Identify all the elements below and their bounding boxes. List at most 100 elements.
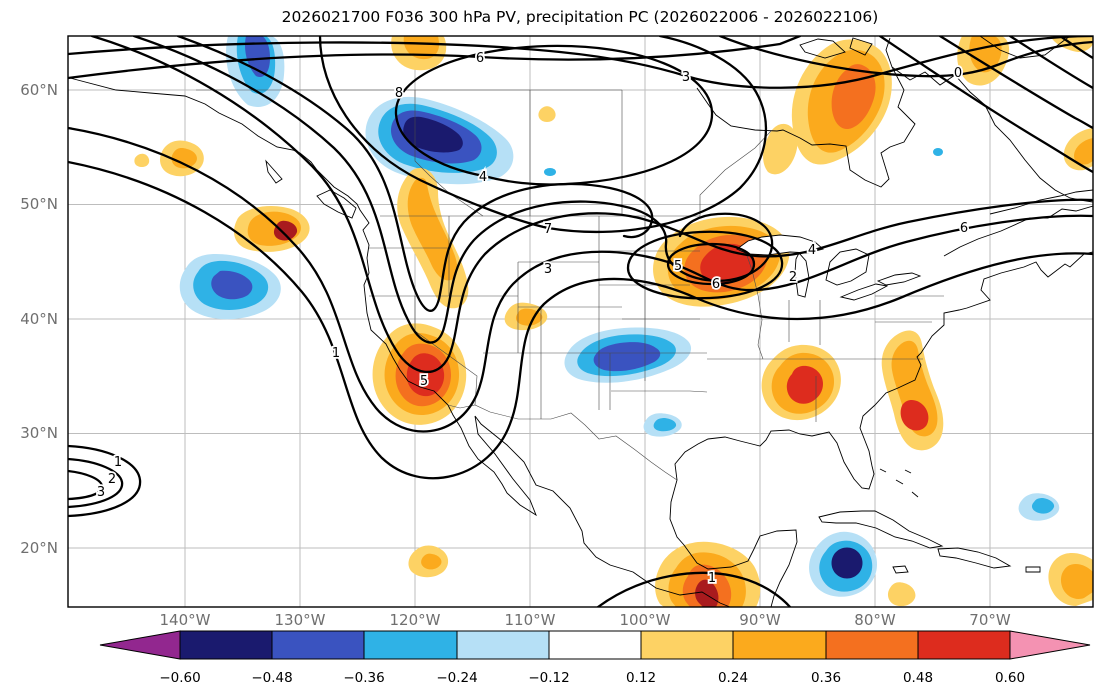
anomaly-core bbox=[1031, 498, 1055, 514]
anomaly-core bbox=[695, 579, 719, 607]
colorbar-segment bbox=[179, 630, 273, 660]
coastlines bbox=[69, 36, 1093, 607]
contour-label: 4 bbox=[808, 243, 816, 258]
x-tick-label: 90°W bbox=[739, 611, 781, 629]
colorbar-tick-label: 0.60 bbox=[995, 670, 1025, 686]
positive-anomaly-region bbox=[538, 106, 556, 122]
contour-label: 8 bbox=[395, 86, 403, 101]
anomaly-core bbox=[273, 220, 298, 241]
island-outline bbox=[799, 38, 846, 59]
colorbar-segment bbox=[917, 630, 1011, 660]
colorbar-segment bbox=[271, 630, 365, 660]
colorbar-tick-label: −0.36 bbox=[343, 670, 384, 686]
contour-label: 5 bbox=[420, 374, 428, 389]
contour-label: 5 bbox=[674, 259, 682, 274]
colorbar-segment bbox=[548, 630, 642, 660]
plot-frame bbox=[67, 35, 1094, 608]
x-tick-label: 70°W bbox=[969, 611, 1011, 629]
contour-label: 1 bbox=[332, 346, 340, 361]
anomaly-core bbox=[900, 399, 929, 431]
contour-label: 3 bbox=[682, 70, 690, 85]
contour-label: 3 bbox=[97, 485, 105, 500]
anomaly-core bbox=[831, 64, 876, 130]
x-tick-label: 130°W bbox=[275, 611, 326, 629]
contour-label: 1 bbox=[114, 455, 122, 470]
x-tick-label: 100°W bbox=[620, 611, 671, 629]
lake-outline bbox=[876, 272, 922, 286]
colorbar-tick-label: 0.36 bbox=[811, 670, 841, 686]
pv-contour bbox=[878, 36, 1093, 174]
pv-contour bbox=[176, 36, 654, 312]
contour-label: 0 bbox=[954, 66, 962, 81]
political-borders bbox=[196, 89, 944, 481]
colorbar-tick-label: −0.60 bbox=[159, 670, 200, 686]
positive-anomaly-region bbox=[134, 153, 150, 167]
province-border bbox=[196, 89, 772, 217]
contour-label: 7 bbox=[544, 222, 552, 237]
lake-outline bbox=[825, 248, 870, 286]
contour-label: 2 bbox=[108, 472, 116, 487]
colorbar-tick-label: 0.48 bbox=[903, 670, 933, 686]
contour-label: 2 bbox=[789, 270, 797, 285]
x-tick-label: 140°W bbox=[160, 611, 211, 629]
colorbar-segment bbox=[640, 630, 734, 660]
us-mexico-border bbox=[447, 404, 678, 481]
colorbar-segment bbox=[363, 630, 458, 660]
island-outline bbox=[979, 36, 1071, 59]
contour-label: 1 bbox=[708, 571, 716, 586]
colorbar-segment bbox=[732, 630, 827, 660]
island-outline bbox=[892, 565, 909, 574]
contour-label: 6 bbox=[712, 277, 720, 292]
colorbar-under-arrow bbox=[99, 630, 181, 660]
island-outline bbox=[879, 468, 919, 498]
x-axis-labels: 140°W 130°W 120°W 110°W 100°W 90°W 80°W … bbox=[160, 611, 1011, 629]
coastline bbox=[69, 77, 731, 607]
pv-contour bbox=[68, 160, 1093, 480]
contour-labels: 6 3 0 8 4 7 3 5 6 2 4 6 1 5 1 2 3 1 bbox=[95, 49, 970, 588]
island-outline bbox=[1025, 566, 1041, 573]
coastline bbox=[669, 251, 1093, 607]
lake-outline bbox=[839, 283, 889, 301]
x-tick-label: 110°W bbox=[505, 611, 556, 629]
figure-title: 2026021700 F036 300 hPa PV, precipitatio… bbox=[282, 8, 879, 26]
colorbar-segment bbox=[456, 630, 550, 660]
pv-contour bbox=[1058, 36, 1093, 60]
y-tick-label: 40°N bbox=[20, 310, 58, 328]
anomaly-core bbox=[211, 270, 253, 300]
anomaly-core bbox=[653, 418, 677, 432]
pv-contour bbox=[68, 444, 142, 518]
y-tick-label: 60°N bbox=[20, 81, 58, 99]
y-tick-label: 50°N bbox=[20, 195, 58, 213]
pv-contour bbox=[68, 469, 104, 501]
contour-label: 6 bbox=[960, 221, 968, 236]
anomaly-core bbox=[831, 547, 863, 579]
anomaly-core bbox=[407, 177, 458, 281]
anomaly-core bbox=[403, 36, 440, 60]
pv-contour bbox=[626, 230, 784, 300]
pv-contour bbox=[1008, 36, 1093, 90]
coastline bbox=[989, 189, 1093, 215]
grid-lines bbox=[68, 36, 1093, 607]
colorbar-tick-label: 0.12 bbox=[626, 670, 656, 686]
pv-contour bbox=[68, 36, 802, 80]
colorbar-tick-labels: −0.60 −0.48 −0.36 −0.24 −0.12 0.12 0.24 … bbox=[159, 670, 1025, 686]
precip-shading bbox=[134, 36, 1093, 607]
pv-contour bbox=[666, 242, 756, 286]
coastline bbox=[696, 37, 916, 188]
pv-contour bbox=[68, 36, 1093, 89]
contour-label: 3 bbox=[544, 262, 552, 277]
y-axis-labels: 60°N 50°N 40°N 30°N 20°N bbox=[20, 81, 58, 557]
positive-anomaly-region bbox=[887, 582, 916, 607]
pv-contour bbox=[318, 36, 767, 234]
x-tick-label: 120°W bbox=[390, 611, 441, 629]
colorbar-tick-label: −0.24 bbox=[436, 670, 477, 686]
anomaly-core bbox=[403, 116, 463, 153]
pv-contours bbox=[68, 36, 1093, 607]
colorbar-over-arrow bbox=[1009, 630, 1091, 660]
pv-contour bbox=[68, 126, 1093, 433]
pv-contour bbox=[90, 36, 1093, 373]
lake-outline bbox=[794, 252, 810, 298]
anomaly-core bbox=[421, 553, 442, 570]
pv-contour bbox=[68, 457, 124, 509]
